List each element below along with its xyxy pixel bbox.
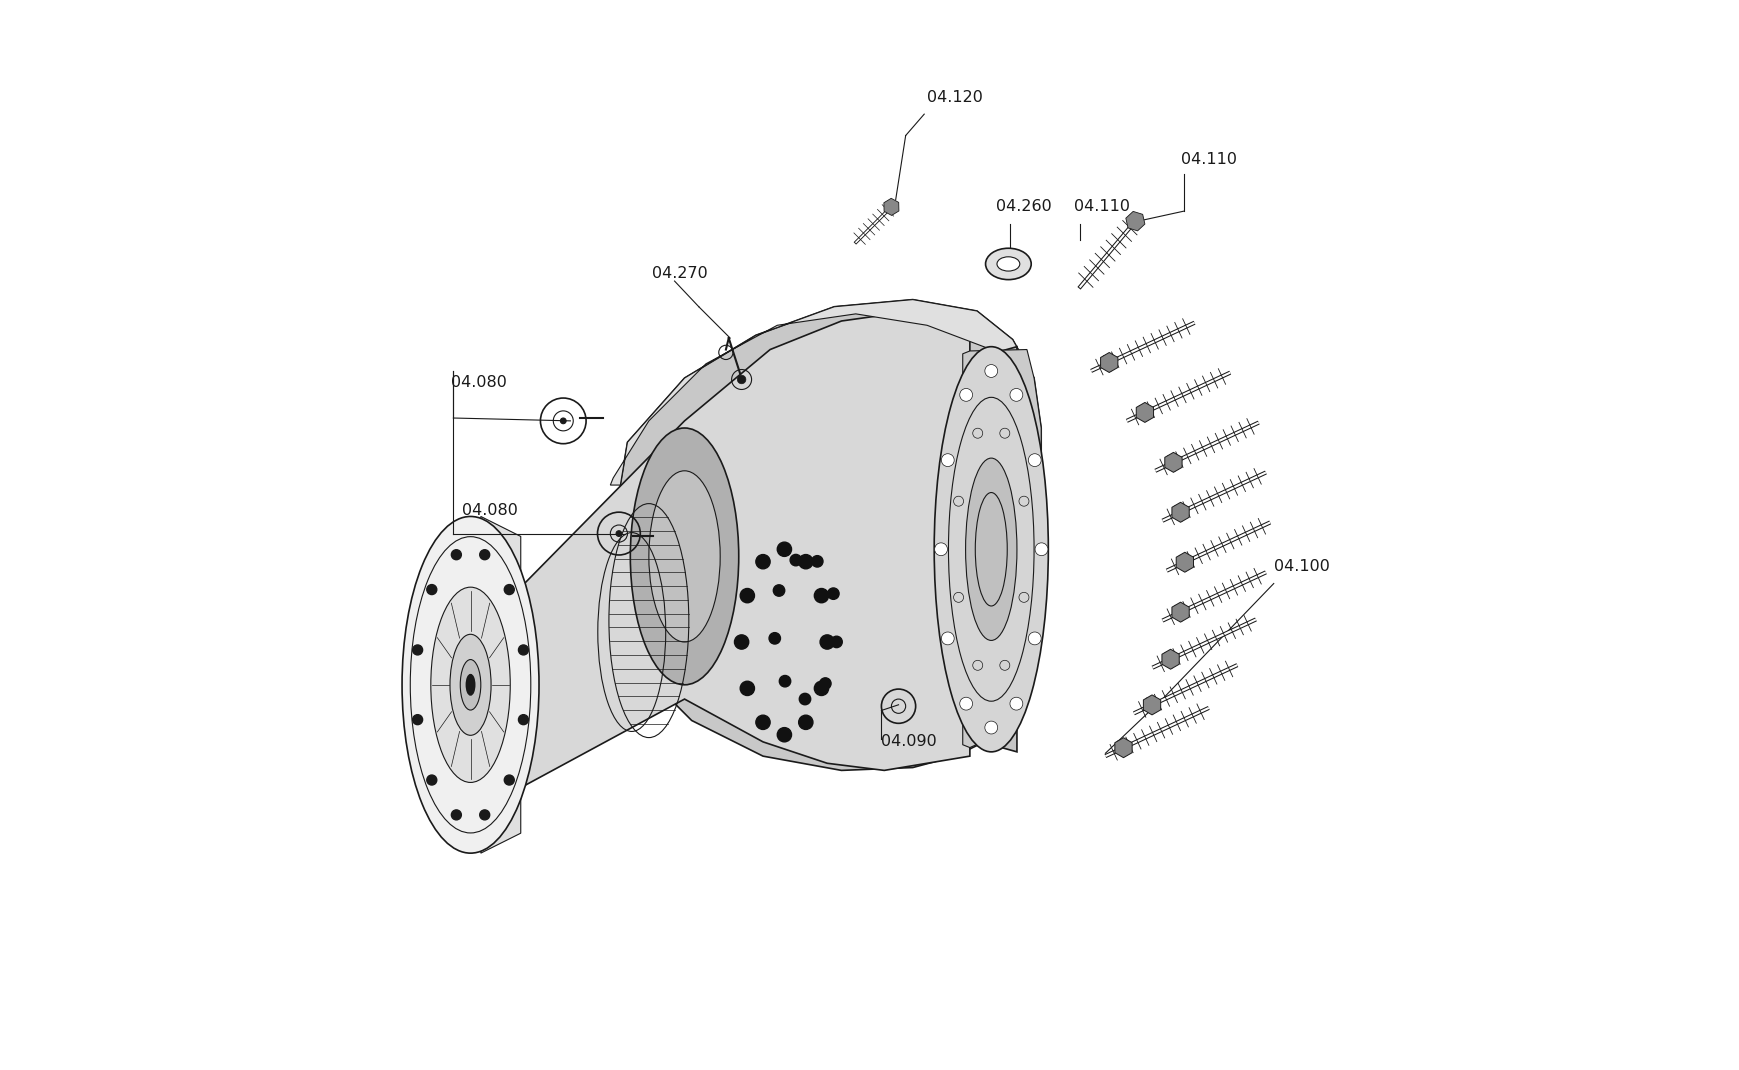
Polygon shape xyxy=(962,350,1040,748)
Text: 04.100: 04.100 xyxy=(1273,559,1329,574)
Circle shape xyxy=(450,550,461,560)
Circle shape xyxy=(798,693,810,705)
Circle shape xyxy=(777,542,791,556)
Polygon shape xyxy=(1176,552,1193,572)
Ellipse shape xyxy=(737,376,746,384)
Circle shape xyxy=(779,675,790,687)
Polygon shape xyxy=(610,300,1040,770)
Ellipse shape xyxy=(1009,388,1023,401)
Circle shape xyxy=(810,555,823,567)
Polygon shape xyxy=(1163,453,1181,472)
Ellipse shape xyxy=(941,454,953,467)
Ellipse shape xyxy=(996,257,1019,271)
Text: 04.090: 04.090 xyxy=(882,734,937,749)
Polygon shape xyxy=(1162,649,1179,669)
Circle shape xyxy=(739,588,755,602)
Ellipse shape xyxy=(466,675,475,694)
Ellipse shape xyxy=(941,632,953,645)
Ellipse shape xyxy=(1035,542,1047,555)
Text: 04.110: 04.110 xyxy=(1073,199,1129,214)
Ellipse shape xyxy=(402,517,539,853)
Polygon shape xyxy=(1125,212,1144,231)
Text: 04.270: 04.270 xyxy=(652,266,708,281)
Circle shape xyxy=(769,632,781,644)
Circle shape xyxy=(798,554,812,569)
Circle shape xyxy=(777,728,791,742)
Circle shape xyxy=(814,682,828,696)
Ellipse shape xyxy=(984,365,996,378)
Circle shape xyxy=(734,635,748,649)
Circle shape xyxy=(450,810,461,820)
Circle shape xyxy=(504,775,515,785)
Circle shape xyxy=(518,645,529,655)
Ellipse shape xyxy=(1028,632,1040,645)
Ellipse shape xyxy=(560,418,565,424)
Polygon shape xyxy=(480,517,520,853)
Polygon shape xyxy=(1136,402,1153,423)
Circle shape xyxy=(772,585,784,596)
Circle shape xyxy=(412,715,423,724)
Ellipse shape xyxy=(960,698,972,710)
Circle shape xyxy=(814,588,828,602)
Ellipse shape xyxy=(1028,454,1040,467)
Polygon shape xyxy=(1115,737,1132,758)
Ellipse shape xyxy=(431,587,510,782)
Ellipse shape xyxy=(616,531,621,536)
Polygon shape xyxy=(1172,602,1188,622)
Circle shape xyxy=(518,715,529,724)
Text: 04.120: 04.120 xyxy=(927,90,983,105)
Ellipse shape xyxy=(649,471,720,642)
Circle shape xyxy=(412,645,423,655)
Circle shape xyxy=(755,715,770,730)
Text: 04.110: 04.110 xyxy=(1181,152,1236,167)
Polygon shape xyxy=(1172,502,1188,522)
Ellipse shape xyxy=(984,721,996,734)
Circle shape xyxy=(426,584,436,595)
Ellipse shape xyxy=(630,428,739,685)
Ellipse shape xyxy=(461,659,480,710)
Circle shape xyxy=(504,584,515,595)
Circle shape xyxy=(480,550,489,560)
Circle shape xyxy=(819,677,831,689)
Circle shape xyxy=(755,554,770,569)
Ellipse shape xyxy=(965,458,1016,641)
Polygon shape xyxy=(1101,352,1116,372)
Ellipse shape xyxy=(984,248,1031,279)
Circle shape xyxy=(831,637,842,647)
Circle shape xyxy=(819,635,835,649)
Circle shape xyxy=(828,587,838,599)
Ellipse shape xyxy=(934,542,948,555)
Polygon shape xyxy=(523,311,969,785)
Circle shape xyxy=(790,554,802,566)
Text: 04.080: 04.080 xyxy=(450,374,506,389)
Text: 04.260: 04.260 xyxy=(995,199,1050,214)
Polygon shape xyxy=(883,198,899,215)
Polygon shape xyxy=(965,347,1016,752)
Ellipse shape xyxy=(450,635,490,735)
Ellipse shape xyxy=(934,347,1047,752)
Polygon shape xyxy=(1143,694,1160,715)
Ellipse shape xyxy=(1009,698,1023,710)
Text: 04.080: 04.080 xyxy=(463,503,518,518)
Circle shape xyxy=(739,682,755,696)
Ellipse shape xyxy=(960,388,972,401)
Circle shape xyxy=(426,775,436,785)
Circle shape xyxy=(480,810,489,820)
Circle shape xyxy=(798,715,812,730)
Polygon shape xyxy=(610,300,1033,485)
